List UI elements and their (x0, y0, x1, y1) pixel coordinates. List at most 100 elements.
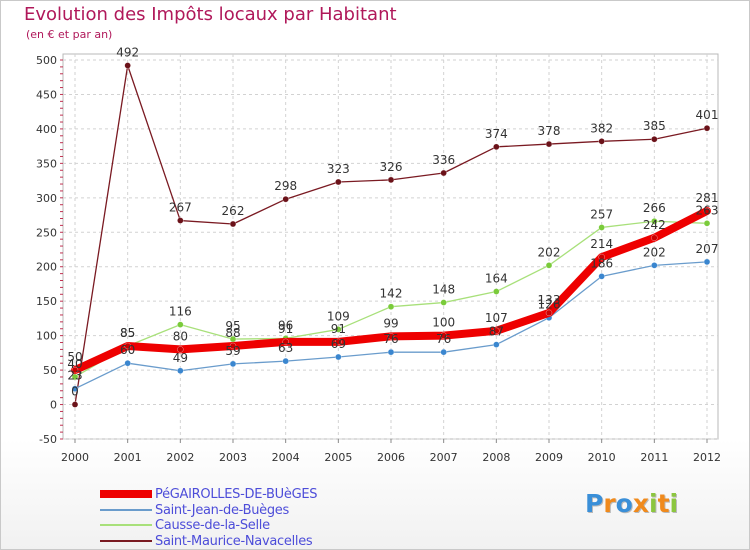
y-tick-label: 100 (36, 330, 57, 343)
data-label: 202 (538, 245, 561, 259)
data-point (545, 140, 553, 148)
chart-title: Evolution des Impôts locaux par Habitant (24, 4, 397, 25)
data-label: 40 (67, 357, 82, 371)
y-tick-label: 50 (43, 364, 57, 377)
x-tick-label: 2004 (272, 451, 300, 464)
data-label: 242 (643, 218, 666, 232)
data-label: 492 (116, 46, 139, 60)
data-point (387, 176, 395, 184)
proxiti-logo: Proxiti (585, 489, 678, 518)
y-tick-label: -50 (39, 433, 57, 446)
data-point (387, 303, 395, 310)
logo-letter: o (615, 489, 633, 518)
logo-letter: r (603, 489, 616, 518)
data-label: 326 (380, 160, 403, 174)
data-label: 148 (432, 283, 455, 297)
data-label: 91 (331, 322, 346, 336)
data-point (177, 367, 184, 375)
data-point (703, 258, 711, 266)
data-point (71, 385, 79, 392)
data-label: 267 (169, 201, 192, 215)
data-label: 50 (67, 350, 82, 364)
data-point (703, 207, 711, 215)
data-label: 88 (225, 326, 240, 340)
data-label: 262 (222, 204, 245, 218)
data-point (335, 353, 342, 361)
legend-swatch (100, 490, 152, 498)
data-point (177, 217, 184, 224)
data-point (440, 299, 447, 306)
legend-swatch (100, 524, 152, 526)
data-label: 401 (696, 108, 719, 122)
data-label: 49 (173, 351, 188, 365)
data-label: 107 (485, 311, 508, 325)
data-label: 126 (538, 298, 561, 312)
data-point (335, 338, 342, 346)
data-point (387, 333, 395, 340)
data-point (177, 346, 184, 353)
legend-label: Causse-de-la-Selle (155, 518, 270, 533)
data-label: 323 (327, 162, 350, 176)
data-label: 378 (538, 124, 561, 138)
data-label: 76 (383, 332, 398, 346)
data-point (177, 321, 184, 328)
data-point (124, 342, 131, 350)
y-tick-label: 200 (36, 261, 57, 274)
data-label: 59 (225, 344, 240, 358)
logo-letter: P (585, 489, 604, 518)
x-tick-label: 2011 (640, 451, 668, 464)
logo-letter: t (657, 489, 670, 518)
data-point (335, 326, 342, 333)
data-label: 385 (643, 119, 666, 133)
data-point (282, 195, 289, 203)
data-label: 164 (485, 272, 508, 286)
data-point (124, 62, 131, 69)
data-label: 96 (278, 318, 293, 332)
x-tick-label: 2006 (377, 451, 405, 464)
data-label: 298 (274, 179, 297, 193)
x-tick-label: 2000 (61, 451, 89, 464)
y-tick-label: 300 (36, 192, 57, 205)
data-point (493, 341, 500, 348)
data-point (651, 135, 658, 143)
data-label: 99 (383, 316, 398, 330)
x-tick-label: 2012 (693, 451, 721, 464)
legend-swatch (100, 508, 152, 511)
data-point (598, 138, 605, 145)
data-label: 382 (590, 121, 613, 135)
data-point (387, 348, 395, 356)
y-tick-label: 250 (36, 226, 57, 239)
data-label: 69 (331, 337, 346, 351)
x-tick-label: 2003 (219, 451, 247, 464)
data-point (282, 338, 289, 346)
y-tick-label: 500 (36, 54, 57, 67)
data-label: 214 (590, 237, 613, 251)
data-point (229, 220, 237, 228)
data-point (651, 234, 658, 242)
y-tick-label: 400 (36, 123, 57, 136)
data-point (598, 224, 605, 231)
data-label: 336 (432, 153, 455, 167)
data-point (229, 360, 237, 368)
data-label: 142 (380, 287, 403, 301)
x-tick-label: 2005 (324, 451, 352, 464)
data-label: 95 (225, 319, 240, 333)
data-label: 207 (696, 242, 719, 256)
y-tick-label: 350 (36, 157, 57, 170)
data-point (335, 178, 342, 186)
y-tick-label: 150 (36, 295, 57, 308)
data-point (545, 262, 553, 269)
data-label: 85 (120, 326, 135, 340)
data-point (71, 366, 79, 374)
data-point (493, 143, 500, 151)
data-point (440, 332, 447, 339)
data-label: 87 (489, 325, 504, 339)
data-point (440, 169, 447, 177)
data-point (493, 288, 500, 295)
x-tick-label: 2008 (482, 451, 510, 464)
data-label: 76 (436, 332, 451, 346)
logo-letter: x (632, 489, 649, 518)
data-label: 281 (696, 191, 719, 205)
